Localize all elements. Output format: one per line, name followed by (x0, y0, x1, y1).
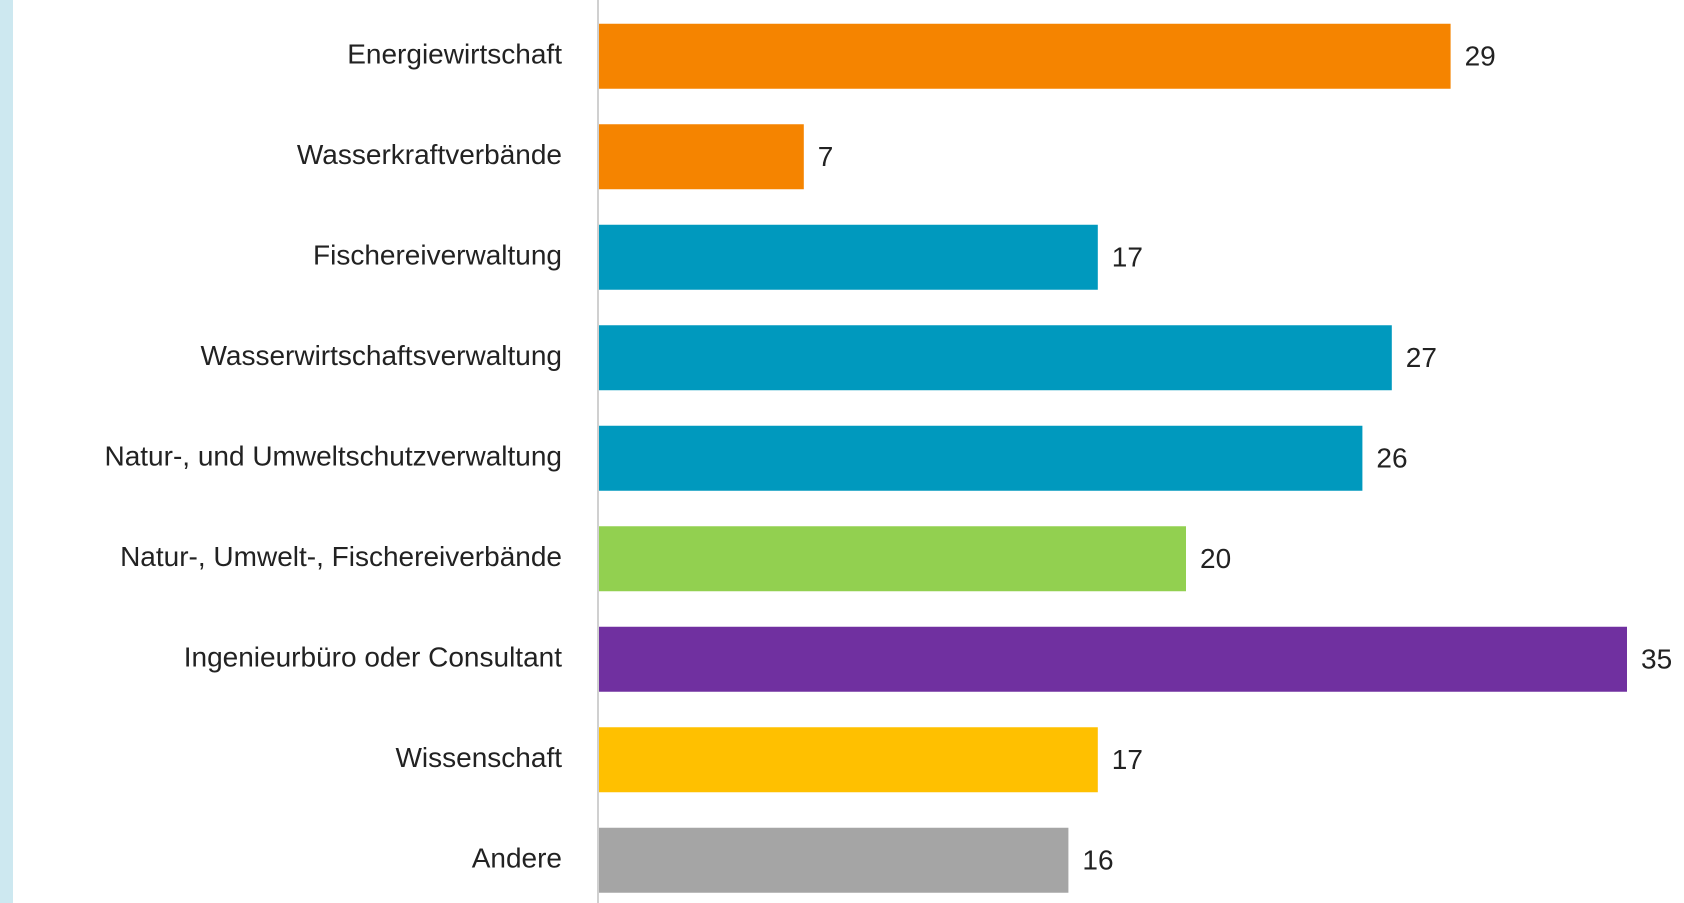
category-label: Andere (472, 843, 562, 874)
value-label: 29 (1465, 41, 1496, 72)
value-label: 35 (1641, 644, 1672, 675)
bar (598, 224, 1098, 290)
category-label: Wasserwirtschaftsverwaltung (200, 340, 562, 371)
category-label: Wissenschaft (396, 742, 563, 773)
value-label: 27 (1406, 342, 1437, 373)
category-label: Energiewirtschaft (347, 39, 562, 70)
bar (598, 325, 1392, 391)
bar (598, 727, 1098, 793)
side-strip (0, 0, 13, 903)
bar (598, 526, 1186, 592)
bar (598, 626, 1627, 692)
value-label: 7 (818, 141, 834, 172)
value-label: 26 (1376, 443, 1407, 474)
bar (598, 23, 1451, 89)
bar (598, 124, 804, 190)
bar (598, 827, 1069, 893)
category-label: Wasserkraftverbände (297, 139, 562, 170)
value-label: 17 (1112, 744, 1143, 775)
value-label: 20 (1200, 543, 1231, 574)
category-label: Ingenieurbüro oder Consultant (184, 642, 562, 673)
value-label: 16 (1082, 845, 1113, 876)
value-label: 17 (1112, 242, 1143, 273)
bar (598, 425, 1363, 491)
category-label: Fischereiverwaltung (313, 240, 562, 271)
category-label: Natur-, Umwelt-, Fischereiverbände (120, 541, 562, 572)
category-label: Natur-, und Umweltschutzverwaltung (104, 441, 562, 472)
